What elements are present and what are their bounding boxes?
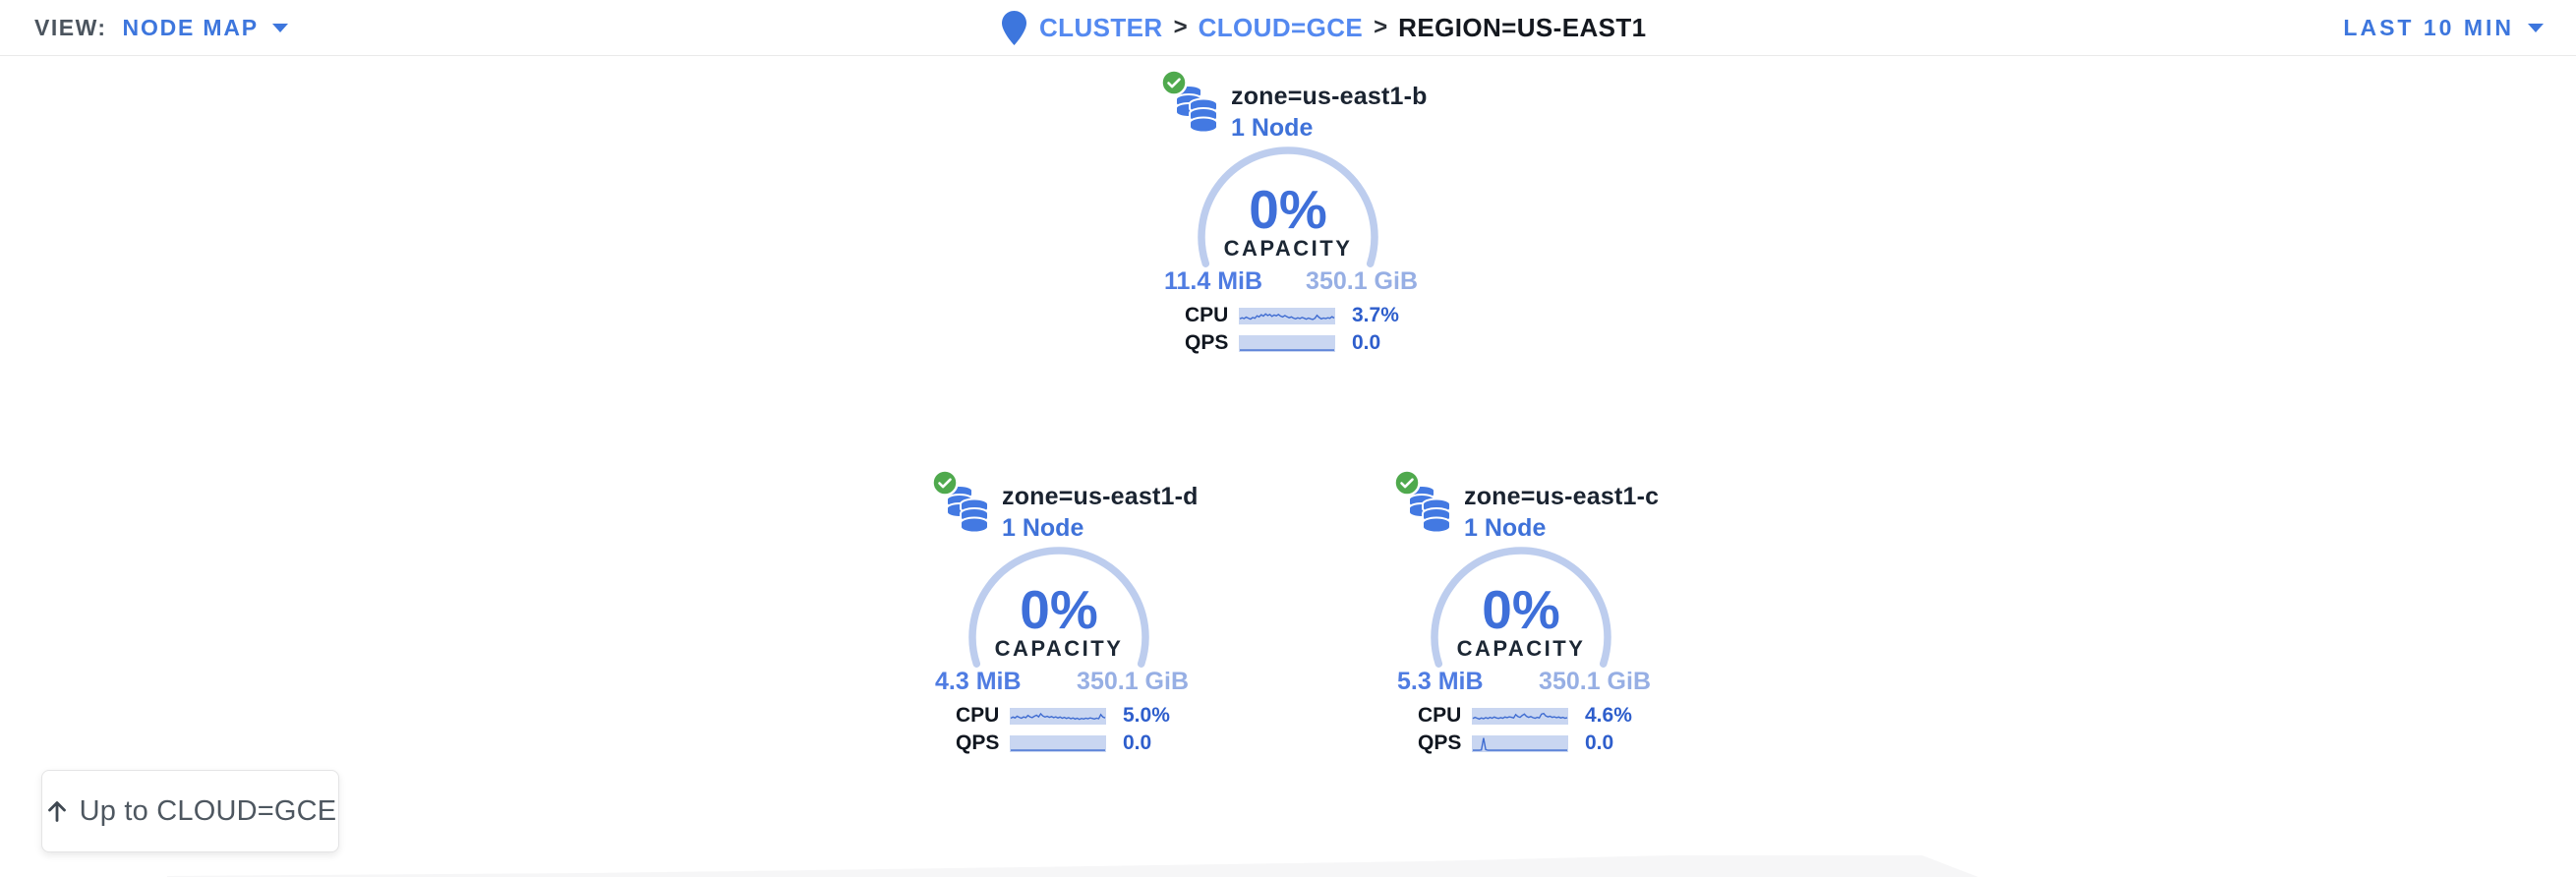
breadcrumb-separator: > xyxy=(1173,14,1188,40)
chevron-down-icon xyxy=(271,23,288,32)
cpu-value: 4.6% xyxy=(1585,704,1632,727)
qps-sparkline xyxy=(1010,734,1106,752)
cpu-label: CPU xyxy=(956,704,1000,727)
capacity-gauge-arc xyxy=(1431,547,1611,668)
zone-node-count-link[interactable]: 1 Node xyxy=(1002,514,1084,542)
cpu-label: CPU xyxy=(1185,304,1229,326)
qps-value: 0.0 xyxy=(1585,731,1614,754)
capacity-total: 350.1 GiB xyxy=(1077,668,1189,695)
zone-name: zone=us-east1-d xyxy=(1002,483,1199,510)
zone-icon xyxy=(1393,467,1456,540)
chevron-down-icon xyxy=(2528,23,2544,32)
zone-node-count-link[interactable]: 1 Node xyxy=(1231,114,1314,142)
zone-name: zone=us-east1-c xyxy=(1464,483,1660,510)
up-arrow-icon xyxy=(47,801,66,822)
qps-row: QPS 0.0 xyxy=(1185,331,1381,354)
cpu-row: CPU 3.7% xyxy=(1185,304,1399,326)
qps-sparkline xyxy=(1472,734,1568,752)
up-to-cloud-gce-button[interactable]: Up to CLOUD=GCE xyxy=(41,770,339,852)
capacity-range: 5.3 MiB 350.1 GiB xyxy=(1397,668,1651,696)
breadcrumb-current-region: REGION=US-EAST1 xyxy=(1398,12,1647,42)
cpu-value: 3.7% xyxy=(1352,304,1399,326)
zone-node-count-link[interactable]: 1 Node xyxy=(1464,514,1547,542)
cpu-row: CPU 5.0% xyxy=(956,704,1170,727)
cpu-value: 5.0% xyxy=(1123,704,1170,727)
zone-icon xyxy=(1160,67,1223,140)
capacity-percent: 0% xyxy=(1482,579,1560,640)
zone-titles: zone=us-east1-c 1 Node xyxy=(1464,467,1659,543)
capacity-used: 4.3 MiB xyxy=(935,668,1022,695)
breadcrumb-cluster-link[interactable]: CLUSTER xyxy=(1039,12,1163,42)
up-button-label: Up to CLOUD=GCE xyxy=(79,794,337,827)
zone-card-us-east1-c[interactable]: zone=us-east1-c 1 Node 0% CAPACITY 5.3 M… xyxy=(1374,467,1669,762)
database-stack-icon xyxy=(1408,485,1451,534)
zone-titles: zone=us-east1-b 1 Node xyxy=(1231,67,1428,143)
time-range-label: LAST 10 MIN xyxy=(2343,14,2514,40)
breadcrumb-separator: > xyxy=(1374,14,1388,40)
zone-card-us-east1-b[interactable]: zone=us-east1-b 1 Node 0% CAPACITY 11.4 … xyxy=(1141,67,1435,362)
healthy-check-icon xyxy=(1160,69,1188,96)
map-landmass xyxy=(167,855,1978,877)
cpu-sparkline xyxy=(1472,707,1568,725)
capacity-total: 350.1 GiB xyxy=(1306,267,1418,295)
healthy-check-icon xyxy=(931,469,959,497)
breadcrumb: CLUSTER > CLOUD=GCE > REGION=US-EAST1 xyxy=(1001,0,1647,55)
capacity-range: 4.3 MiB 350.1 GiB xyxy=(935,668,1189,696)
time-range-dropdown[interactable]: LAST 10 MIN xyxy=(2343,0,2544,55)
qps-label: QPS xyxy=(956,731,1000,754)
qps-sparkline xyxy=(1239,334,1335,352)
zone-header: zone=us-east1-b 1 Node xyxy=(1160,67,1428,143)
qps-row: QPS 0.0 xyxy=(956,731,1152,754)
capacity-label: CAPACITY xyxy=(1456,636,1586,661)
capacity-gauge-arc xyxy=(1198,146,1378,267)
zone-header: zone=us-east1-d 1 Node xyxy=(931,467,1199,543)
qps-value: 0.0 xyxy=(1123,731,1152,754)
zone-icon xyxy=(931,467,994,540)
qps-label: QPS xyxy=(1418,731,1462,754)
zone-card-us-east1-d[interactable]: zone=us-east1-d 1 Node 0% CAPACITY 4.3 M… xyxy=(911,467,1206,762)
capacity-percent: 0% xyxy=(1249,179,1327,240)
database-stack-icon xyxy=(1175,85,1218,134)
capacity-used: 11.4 MiB xyxy=(1164,267,1263,295)
qps-value: 0.0 xyxy=(1352,331,1381,354)
map-pin-icon xyxy=(1002,10,1026,45)
cpu-sparkline xyxy=(1010,707,1106,725)
qps-label: QPS xyxy=(1185,331,1229,354)
capacity-label: CAPACITY xyxy=(994,636,1124,661)
capacity-range: 11.4 MiB 350.1 GiB xyxy=(1164,267,1418,296)
cpu-row: CPU 4.6% xyxy=(1418,704,1632,727)
cpu-sparkline xyxy=(1239,307,1335,324)
zone-header: zone=us-east1-c 1 Node xyxy=(1393,467,1659,543)
capacity-total: 350.1 GiB xyxy=(1539,668,1651,695)
capacity-gauge-arc xyxy=(968,547,1149,668)
capacity-percent: 0% xyxy=(1020,579,1098,640)
healthy-check-icon xyxy=(1393,469,1421,497)
view-switcher-dropdown[interactable]: VIEW: NODE MAP xyxy=(34,0,288,55)
qps-row: QPS 0.0 xyxy=(1418,731,1614,754)
zone-name: zone=us-east1-b xyxy=(1231,83,1428,110)
capacity-used: 5.3 MiB xyxy=(1397,668,1484,695)
view-label: VIEW: xyxy=(34,14,107,40)
cpu-label: CPU xyxy=(1418,704,1462,727)
zone-titles: zone=us-east1-d 1 Node xyxy=(1002,467,1199,543)
view-value: NODE MAP xyxy=(122,14,259,40)
breadcrumb-cloud-gce-link[interactable]: CLOUD=GCE xyxy=(1198,12,1364,42)
top-bar: VIEW: NODE MAP CLUSTER > CLOUD=GCE > REG… xyxy=(0,0,2576,56)
capacity-label: CAPACITY xyxy=(1223,236,1353,261)
